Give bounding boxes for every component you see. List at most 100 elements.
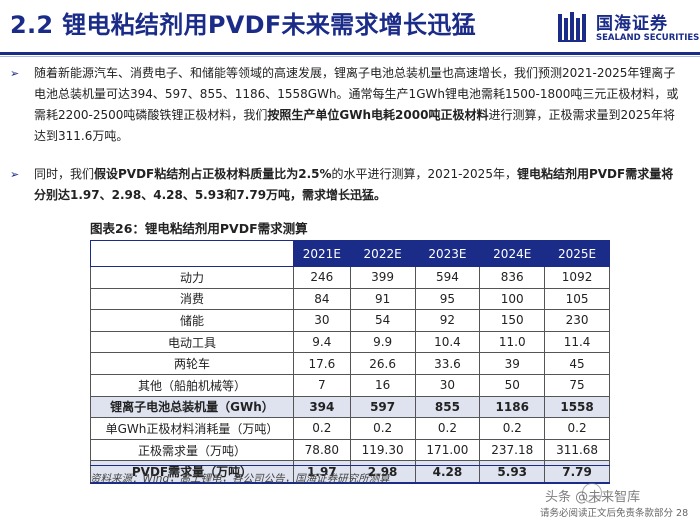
logo-text-en: SEALAND SECURITIES <box>596 33 700 43</box>
bullet-segment: 进行测算，正极需求量到2025年将达到311.6万吨。 <box>34 108 675 143</box>
watermark-text: 头条 @未来智库 <box>545 490 641 505</box>
logo-text-cn: 国海证券 <box>596 14 668 34</box>
column-header: 2022E <box>349 240 416 267</box>
bullet-emphasis: 按照生产单位GWh电耗2000吨正极材料 <box>267 108 489 122</box>
bullet-segment: 同时，我们 <box>34 167 95 181</box>
table-cell: 11.4 <box>544 330 610 354</box>
table-cell: 0.2 <box>544 417 610 440</box>
table-cell: 17.6 <box>293 352 351 375</box>
table-cell: 150 <box>479 309 546 332</box>
row-label: 储能 <box>90 309 294 332</box>
row-label: 单GWh正极材料消耗量（万吨） <box>90 417 294 440</box>
table-cell: 836 <box>479 266 546 289</box>
sealand-logo-icon <box>558 12 586 42</box>
table-row: 两轮车 17.6 26.6 33.6 39 45 <box>90 352 610 375</box>
table-cell: 75 <box>544 373 610 397</box>
table-cell: 91 <box>349 287 416 311</box>
table-cell: 171.00 <box>414 438 481 462</box>
table-cell: 10.4 <box>414 330 481 354</box>
table-row: PVDF需求量（万吨） 1.97 2.98 4.28 5.93 7.79 <box>90 460 610 484</box>
table-row: 储能 30 54 92 150 230 <box>90 309 610 332</box>
arrow-right-icon: ➢ <box>10 67 20 80</box>
bullet-text: 随着新能源汽车、消费电子、和储能等领域的高速发展，锂离子电池总装机量也高速增长，… <box>34 63 680 147</box>
row-label: 两轮车 <box>90 352 294 375</box>
row-label: 消费 <box>90 287 294 311</box>
table-cell: 855 <box>414 395 481 419</box>
table-cell: 30 <box>414 373 481 397</box>
table-cell: 119.30 <box>349 438 416 462</box>
table-row: 其他（船舶机械等） 7 16 30 50 75 <box>90 373 610 397</box>
table-cell: 78.80 <box>293 438 351 462</box>
table-cell: 311.68 <box>544 438 610 462</box>
table-cell: 394 <box>293 395 351 419</box>
bullet-paragraph-2: ➢ 同时，我们假设PVDF粘结剂占正极材料质量比为2.5%的水平进行测算，202… <box>10 164 680 206</box>
source-note: 资料来源：Wind，高工锂电，各公司公告，国海证券研究所测算 <box>90 473 390 485</box>
table-cell: 5.93 <box>479 460 546 484</box>
column-header: 2023E <box>414 240 481 267</box>
table-cell: 54 <box>349 309 416 332</box>
bullet-emphasis: 锂电粘结剂用PVDF需求量将分别达1.97、2.98、4.28、5.93和7.7… <box>34 167 674 202</box>
table-cell: 230 <box>544 309 610 332</box>
table-row: 消费 84 91 95 100 105 <box>90 287 610 311</box>
table-cell: 0.2 <box>349 417 416 440</box>
arrow-right-icon: ➢ <box>10 168 20 181</box>
table-caption: 图表26：锂电粘结剂用PVDF需求测算 <box>90 221 308 236</box>
table-cell: 1.97 <box>293 460 351 484</box>
table-cell: 9.4 <box>293 330 351 354</box>
table-cell: 26.6 <box>349 352 416 375</box>
table-cell: 95 <box>414 287 481 311</box>
table-cell: 92 <box>414 309 481 332</box>
bullet-segment: 的水平进行测算，2021-2025年， <box>331 167 517 181</box>
table-cell: 4.28 <box>414 460 481 484</box>
table-cell: 1558 <box>544 395 610 419</box>
column-header: 2024E <box>479 240 546 267</box>
table-cell: 11.0 <box>479 330 546 354</box>
table-cell: 597 <box>349 395 416 419</box>
table-row: 正极需求量（万吨） 78.80 119.30 171.00 237.18 311.68 <box>90 438 610 462</box>
table-cell: 7 <box>293 373 351 397</box>
bullet-emphasis: 假设PVDF粘结剂占正极材料质量比为2.5% <box>94 167 332 181</box>
footer-disclaimer: 请务必阅读正文后免责条款部分 28 <box>540 508 689 519</box>
table-cell: 594 <box>414 266 481 289</box>
header-divider-thin <box>0 56 700 57</box>
table-row: 单GWh正极材料消耗量（万吨） 0.2 0.2 0.2 0.2 0.2 <box>90 417 610 440</box>
table-cell: 33.6 <box>414 352 481 375</box>
watermark-logo-icon <box>582 483 602 503</box>
bullet-text: 同时，我们假设PVDF粘结剂占正极材料质量比为2.5%的水平进行测算，2021-… <box>34 164 680 206</box>
table-cell: 1186 <box>479 395 546 419</box>
table-cell: 50 <box>479 373 546 397</box>
column-header: 2021E <box>293 240 351 267</box>
table-cell: 246 <box>293 266 351 289</box>
table-cell: 7.79 <box>544 460 610 484</box>
row-label: 正极需求量（万吨） <box>90 438 294 462</box>
table-bottom-divider <box>90 465 610 466</box>
table-cell: 100 <box>479 287 546 311</box>
table-cell: 2.98 <box>349 460 416 484</box>
table-cell: 9.9 <box>349 330 416 354</box>
table-cell: 30 <box>293 309 351 332</box>
table-row: 动力 246 399 594 836 1092 <box>90 266 610 289</box>
bullet-segment: 随着新能源汽车、消费电子、和储能等领域的高速发展，锂离子电池总装机量也高速增长，… <box>34 66 679 122</box>
table-cell: 105 <box>544 287 610 311</box>
column-header: 2025E <box>544 240 610 267</box>
row-label: 电动工具 <box>90 330 294 354</box>
company-logo: 国海证券 SEALAND SECURITIES <box>556 8 700 50</box>
page-title: 2.2 锂电粘结剂用PVDF未来需求增长迅猛 <box>10 11 476 39</box>
row-label: 动力 <box>90 266 294 289</box>
table-cell: 237.18 <box>479 438 546 462</box>
table-row: 锂离子电池总装机量（GWh） 394 597 855 1186 1558 <box>90 395 610 419</box>
table-header-row: 2021E 2022E 2023E 2024E 2025E <box>90 240 610 267</box>
table-row: 电动工具 9.4 9.9 10.4 11.0 11.4 <box>90 330 610 354</box>
row-label: 锂离子电池总装机量（GWh） <box>90 395 294 419</box>
row-label: PVDF需求量（万吨） <box>90 460 294 484</box>
table-cell: 45 <box>544 352 610 375</box>
table-cell: 1092 <box>544 266 610 289</box>
table-cell: 84 <box>293 287 351 311</box>
bullet-paragraph-1: ➢ 随着新能源汽车、消费电子、和储能等领域的高速发展，锂离子电池总装机量也高速增… <box>10 63 680 147</box>
header-divider <box>0 52 700 55</box>
pvdf-demand-table: 2021E 2022E 2023E 2024E 2025E 动力 246 399 59… <box>90 240 610 484</box>
table-cell: 16 <box>349 373 416 397</box>
table-corner-cell <box>90 240 294 267</box>
table-cell: 0.2 <box>293 417 351 440</box>
table-cell: 0.2 <box>479 417 546 440</box>
